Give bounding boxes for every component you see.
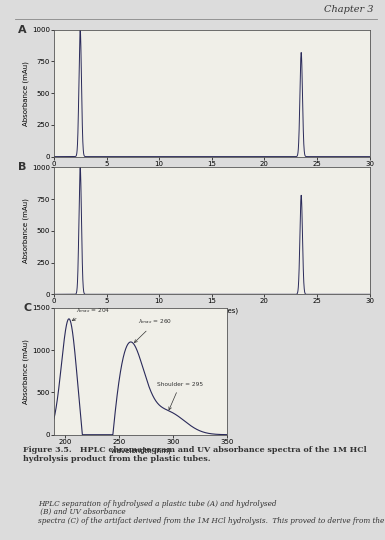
Y-axis label: Absorbance (mAu): Absorbance (mAu) xyxy=(22,60,29,126)
Text: Shoulder = 295: Shoulder = 295 xyxy=(157,382,203,410)
Text: $\lambda_{max}$ = 260: $\lambda_{max}$ = 260 xyxy=(134,318,172,342)
Text: (B) and UV absorbance
spectra (C) of the artifact derived from the 1M HCl hydrol: (B) and UV absorbance spectra (C) of the… xyxy=(38,508,385,525)
Text: Figure 3.5.   HPLC chromatogram and UV absorbance spectra of the 1M HCl
hydrolys: Figure 3.5. HPLC chromatogram and UV abs… xyxy=(23,446,367,463)
Text: A: A xyxy=(18,25,26,35)
X-axis label: wavelength (nm): wavelength (nm) xyxy=(110,448,171,454)
Text: Chapter 3: Chapter 3 xyxy=(324,4,373,14)
Text: HPLC separation of hydrolysed a plastic tube (A) and hydrolysed: HPLC separation of hydrolysed a plastic … xyxy=(38,500,279,508)
Y-axis label: Absorbance (mAu): Absorbance (mAu) xyxy=(22,198,29,264)
Text: B: B xyxy=(18,163,26,172)
Text: C: C xyxy=(23,303,32,313)
Text: $\lambda_{max}$ = 204: $\lambda_{max}$ = 204 xyxy=(72,306,110,321)
X-axis label: Time (minutes): Time (minutes) xyxy=(185,307,238,314)
Y-axis label: Absorbance (mAu): Absorbance (mAu) xyxy=(22,339,29,404)
